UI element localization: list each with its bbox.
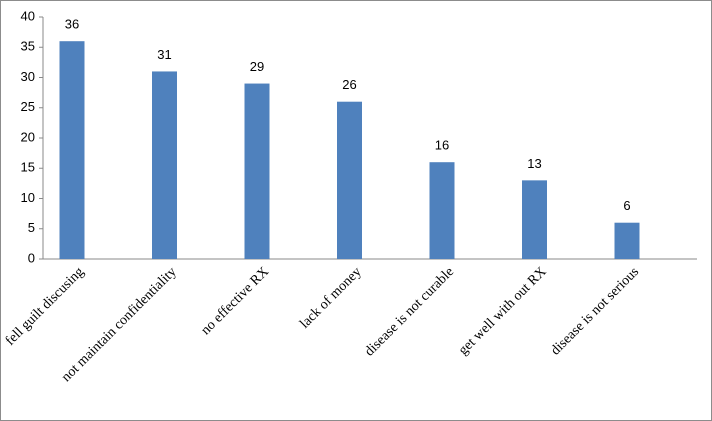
y-tick-label: 30 bbox=[21, 69, 35, 84]
y-tick-label: 5 bbox=[28, 220, 35, 235]
y-tick-label: 0 bbox=[28, 250, 35, 265]
bar bbox=[337, 101, 362, 259]
y-tick-label: 35 bbox=[21, 39, 35, 54]
data-label: 26 bbox=[342, 77, 356, 92]
data-label: 29 bbox=[250, 59, 264, 74]
y-tick-label: 15 bbox=[21, 160, 35, 175]
y-tick-label: 10 bbox=[21, 190, 35, 205]
y-tick-label: 20 bbox=[21, 129, 35, 144]
bar bbox=[152, 71, 177, 259]
data-label: 6 bbox=[623, 198, 630, 213]
data-label: 16 bbox=[435, 138, 449, 153]
y-tick-label: 40 bbox=[21, 8, 35, 23]
y-tick-label: 25 bbox=[21, 99, 35, 114]
bar bbox=[614, 222, 640, 259]
bar bbox=[522, 180, 547, 259]
data-label: 31 bbox=[157, 47, 171, 62]
bar bbox=[59, 41, 85, 260]
bar bbox=[429, 162, 455, 259]
data-label: 13 bbox=[527, 156, 541, 171]
bar bbox=[244, 83, 270, 259]
data-label: 36 bbox=[65, 17, 79, 32]
